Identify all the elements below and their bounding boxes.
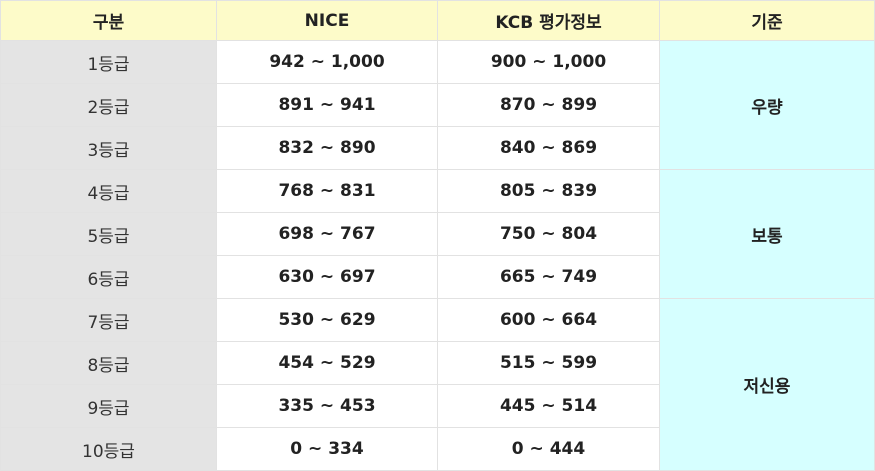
kcb-cell: 870 ~ 899 — [437, 83, 660, 127]
table-row: 9등급 335 ~ 453 445 ~ 514 — [0, 384, 875, 428]
grade-cell: 1등급 — [0, 40, 217, 84]
kcb-cell: 750 ~ 804 — [437, 212, 660, 256]
grade-cell: 3등급 — [0, 126, 217, 170]
nice-cell: 942 ~ 1,000 — [216, 40, 438, 84]
kcb-cell: 805 ~ 839 — [437, 169, 660, 213]
header-row: 구분 NICE KCB 평가정보 기준 — [0, 0, 875, 41]
kcb-cell: 900 ~ 1,000 — [437, 40, 660, 84]
grade-cell: 2등급 — [0, 83, 217, 127]
kcb-cell: 600 ~ 664 — [437, 298, 660, 342]
header-grade: 구분 — [0, 0, 217, 41]
kcb-cell: 445 ~ 514 — [437, 384, 660, 428]
table-row: 4등급 768 ~ 831 805 ~ 839 보통 — [0, 169, 875, 299]
header-kcb: KCB 평가정보 — [437, 0, 660, 41]
grade-cell: 9등급 — [0, 384, 217, 428]
nice-cell: 698 ~ 767 — [216, 212, 438, 256]
kcb-cell: 0 ~ 444 — [437, 427, 660, 471]
grade-cell: 8등급 — [0, 341, 217, 385]
table-row: 7등급 530 ~ 629 600 ~ 664 저신용 — [0, 298, 875, 471]
nice-cell: 891 ~ 941 — [216, 83, 438, 127]
kcb-cell: 665 ~ 749 — [437, 255, 660, 299]
grade-cell: 10등급 — [0, 427, 217, 471]
nice-cell: 832 ~ 890 — [216, 126, 438, 170]
table-row: 8등급 454 ~ 529 515 ~ 599 — [0, 341, 875, 385]
header-basis: 기준 — [659, 0, 875, 41]
table-row: 1등급 942 ~ 1,000 900 ~ 1,000 우량 — [0, 40, 875, 170]
nice-cell: 335 ~ 453 — [216, 384, 438, 428]
kcb-cell: 840 ~ 869 — [437, 126, 660, 170]
table-row: 3등급 832 ~ 890 840 ~ 869 — [0, 126, 875, 170]
table-row: 2등급 891 ~ 941 870 ~ 899 — [0, 83, 875, 127]
table-row: 6등급 630 ~ 697 665 ~ 749 — [0, 255, 875, 299]
grade-cell: 4등급 — [0, 169, 217, 213]
grade-cell: 7등급 — [0, 298, 217, 342]
nice-cell: 0 ~ 334 — [216, 427, 438, 471]
table-row: 10등급 0 ~ 334 0 ~ 444 — [0, 427, 875, 471]
basis-cell: 보통 — [659, 169, 875, 299]
nice-cell: 530 ~ 629 — [216, 298, 438, 342]
grade-cell: 5등급 — [0, 212, 217, 256]
grade-cell: 6등급 — [0, 255, 217, 299]
nice-cell: 630 ~ 697 — [216, 255, 438, 299]
nice-cell: 768 ~ 831 — [216, 169, 438, 213]
nice-cell: 454 ~ 529 — [216, 341, 438, 385]
kcb-cell: 515 ~ 599 — [437, 341, 660, 385]
header-nice: NICE — [216, 0, 438, 41]
basis-cell: 저신용 — [659, 298, 875, 471]
table-row: 5등급 698 ~ 767 750 ~ 804 — [0, 212, 875, 256]
basis-cell: 우량 — [659, 40, 875, 170]
